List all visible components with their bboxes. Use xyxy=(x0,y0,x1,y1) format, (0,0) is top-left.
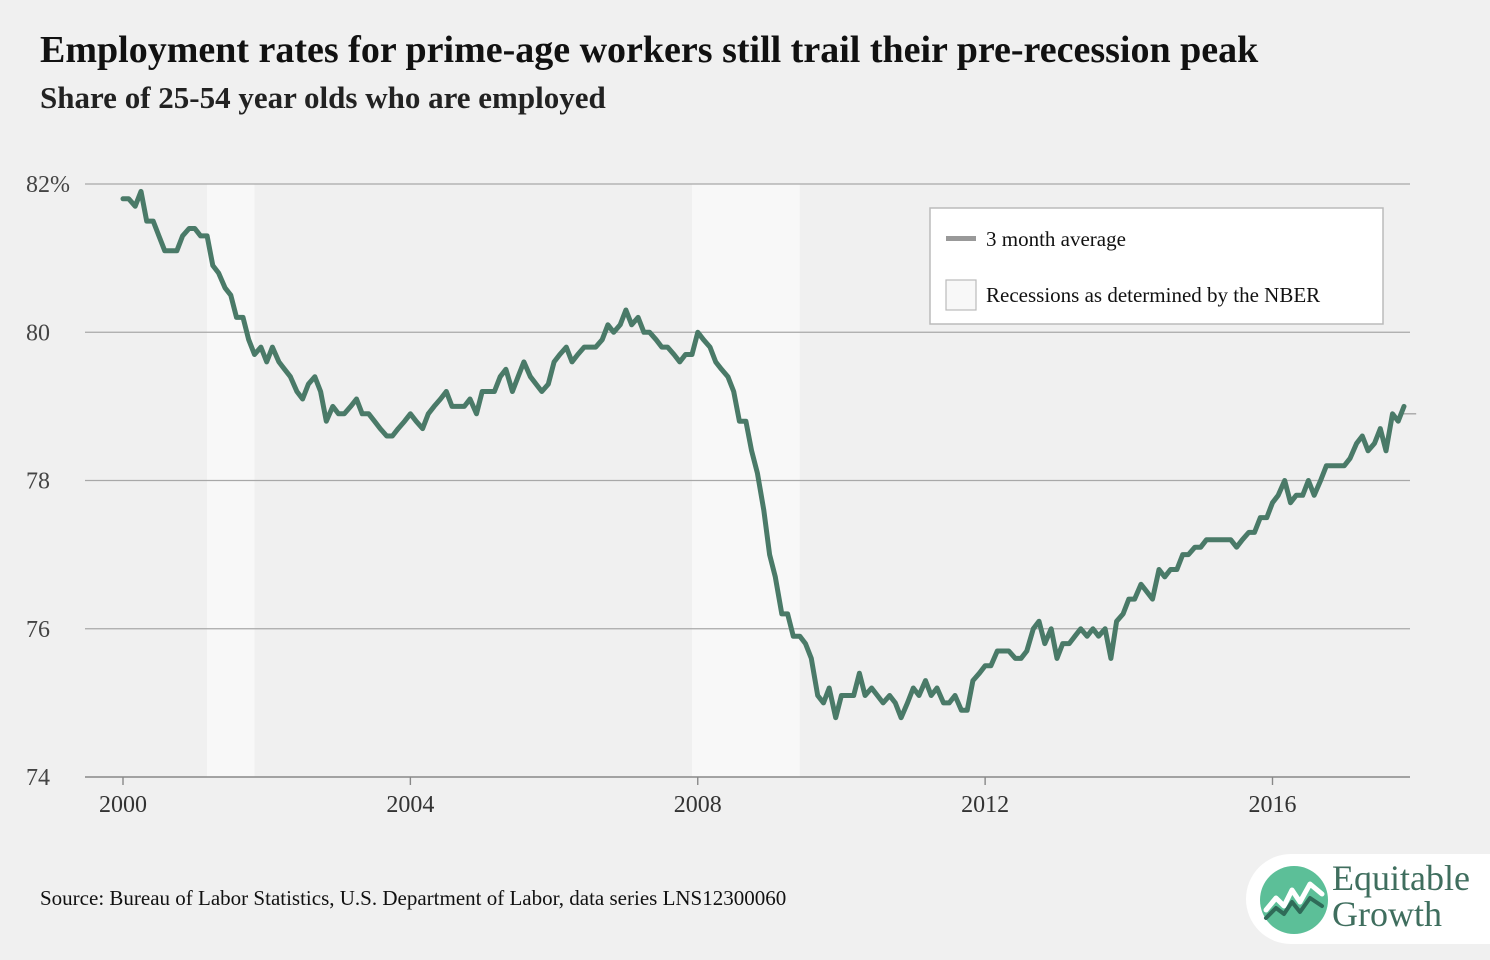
series-line-0 xyxy=(120,188,1407,721)
x-axis-ticks: 2000 2004 2008 2012 2016 xyxy=(99,777,1297,818)
growth-chart-icon xyxy=(1260,866,1328,934)
series-layer xyxy=(120,188,1407,721)
y-tick-label-80: 80 xyxy=(26,320,50,346)
y-tick-label-76: 76 xyxy=(26,617,50,643)
legend-line-swatch xyxy=(946,236,976,241)
equitable-growth-logo: Equitable Growth xyxy=(1246,854,1490,944)
source-note: Source: Bureau of Labor Statistics, U.S.… xyxy=(40,886,787,910)
x-tick-label-2016: 2016 xyxy=(1249,792,1297,818)
gridlines xyxy=(85,183,1410,778)
x-tick-label-2008: 2008 xyxy=(674,792,722,818)
legend: 3 month average Recessions as determined… xyxy=(929,207,1384,325)
y-tick-label-78: 78 xyxy=(26,469,50,495)
y-axis-ticks: 74 76 78 80 82% xyxy=(26,172,70,791)
legend-label-average: 3 month average xyxy=(986,227,1126,251)
y-tick-label-74: 74 xyxy=(26,765,50,791)
chart-title: Employment rates for prime-age workers s… xyxy=(40,29,1259,71)
chart-subtitle: Share of 25-54 year olds who are employe… xyxy=(40,80,606,115)
x-tick-label-2004: 2004 xyxy=(386,792,434,818)
logo-wordmark: Equitable Growth xyxy=(1332,860,1470,932)
legend-box xyxy=(929,207,1384,325)
x-tick-label-2000: 2000 xyxy=(99,792,147,818)
logo-line-1: Equitable xyxy=(1332,858,1470,898)
legend-label-recession: Recessions as determined by the NBER xyxy=(986,283,1320,307)
x-tick-label-2012: 2012 xyxy=(961,792,1009,818)
logo-line-2: Growth xyxy=(1332,894,1442,934)
y-tick-label-82: 82% xyxy=(26,172,70,198)
legend-recession-swatch xyxy=(945,279,977,311)
